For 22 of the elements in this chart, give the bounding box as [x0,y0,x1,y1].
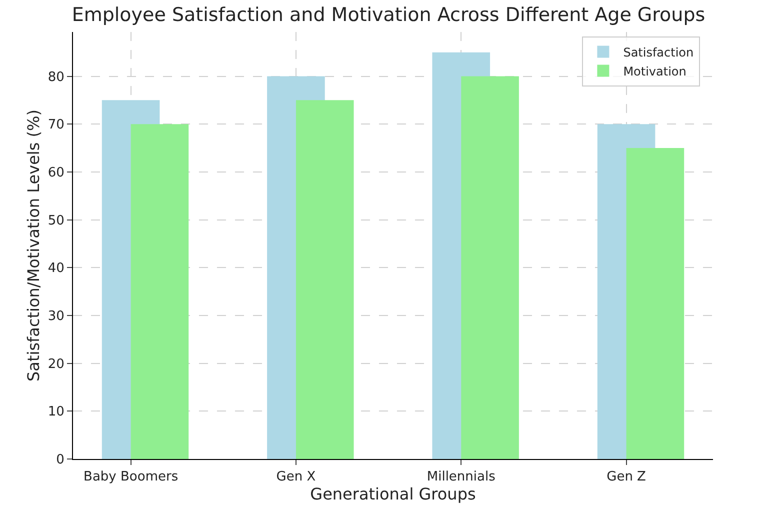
y-tick-label: 0 [56,452,64,468]
bar [626,148,684,459]
y-tick-label: 80 [48,70,64,85]
y-tick-label: 50 [48,213,64,228]
chart-title: Employee Satisfaction and Motivation Across Different Age Groups [72,4,706,26]
y-tick-label: 10 [48,404,64,420]
bar [461,76,519,459]
legend-label: Satisfaction [623,45,694,60]
x-axis-title: Generational Groups [310,484,476,504]
x-tick-label: Gen Z [606,470,646,485]
x-tick-label: Baby Boomers [84,470,178,485]
y-axis-title: Satisfaction/Motivation Levels (%) [24,110,43,382]
x-tick-label: Gen X [276,470,316,485]
y-tick-label: 40 [48,261,64,276]
bar [296,100,354,459]
y-tick-label: 70 [48,118,64,133]
legend-label: Motivation [623,64,686,78]
y-tick-label: 20 [48,356,64,372]
y-tick-label: 60 [48,165,64,180]
y-tick-label: 30 [48,309,64,324]
bar [130,124,189,459]
x-tick-label: Millennials [426,470,496,485]
